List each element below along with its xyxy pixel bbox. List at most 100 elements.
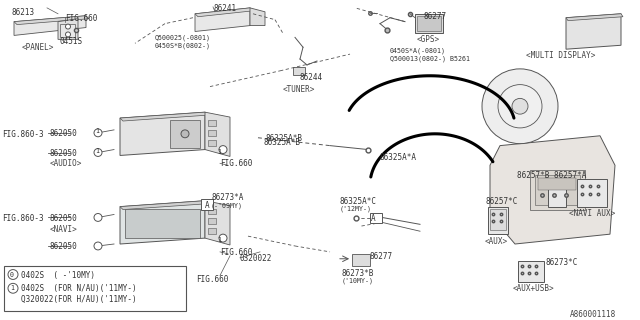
Polygon shape [566, 14, 621, 49]
Bar [208, 209, 216, 214]
Text: 86257*C: 86257*C [485, 197, 517, 206]
Text: <AUX+USB>: <AUX+USB> [513, 284, 555, 293]
Circle shape [482, 69, 558, 144]
Bar [538, 178, 576, 190]
Text: 0451S: 0451S [60, 37, 83, 46]
Text: FIG.860-3: FIG.860-3 [2, 214, 44, 223]
Text: <NAVI>: <NAVI> [50, 225, 77, 234]
Bar [4, 266, 186, 311]
Text: ('10MY-): ('10MY-) [342, 277, 374, 284]
Text: Q500025(-0801): Q500025(-0801) [155, 35, 211, 41]
Text: <GPS>: <GPS> [417, 36, 440, 44]
Text: 86213: 86213 [12, 8, 35, 17]
Text: 86277: 86277 [423, 12, 446, 21]
Circle shape [94, 242, 102, 250]
Text: A860001118: A860001118 [570, 310, 616, 319]
Polygon shape [250, 8, 265, 26]
Bar [208, 228, 216, 234]
Circle shape [498, 84, 542, 128]
Text: 1: 1 [95, 128, 99, 134]
Text: FIG.660: FIG.660 [220, 248, 252, 257]
Text: 0402S  ( -'10MY): 0402S ( -'10MY) [21, 271, 95, 280]
Circle shape [94, 213, 102, 221]
Text: 0: 0 [10, 272, 14, 277]
Text: 86273*C: 86273*C [546, 258, 579, 267]
Text: 1: 1 [217, 148, 221, 155]
Text: <TUNER>: <TUNER> [283, 84, 316, 94]
Text: Q320022(FOR H/AU)('11MY-): Q320022(FOR H/AU)('11MY-) [21, 295, 136, 304]
Text: <NAVI AUX>: <NAVI AUX> [569, 209, 615, 218]
Bar [518, 261, 544, 282]
Circle shape [181, 130, 189, 138]
Text: 86273*A: 86273*A [211, 193, 243, 202]
Text: 86244: 86244 [300, 73, 323, 82]
Bar [370, 212, 382, 223]
Polygon shape [120, 201, 208, 210]
Bar [208, 219, 216, 224]
Text: <PANEL>: <PANEL> [22, 43, 54, 52]
Text: FIG.660: FIG.660 [196, 276, 228, 284]
Text: (-'09MY): (-'09MY) [211, 203, 243, 209]
Text: 86277: 86277 [370, 252, 393, 261]
Text: ('12MY-): ('12MY-) [340, 206, 372, 212]
Bar [60, 106, 275, 173]
Circle shape [219, 146, 227, 154]
Polygon shape [58, 19, 78, 39]
Circle shape [94, 148, 102, 156]
Text: 86241: 86241 [213, 4, 236, 13]
Polygon shape [205, 112, 230, 156]
Text: 0320022: 0320022 [240, 254, 273, 263]
Text: <MULTI DISPLAY>: <MULTI DISPLAY> [526, 51, 595, 60]
Circle shape [94, 129, 102, 137]
Bar [530, 170, 585, 210]
Polygon shape [566, 14, 623, 21]
Bar [490, 209, 506, 230]
Bar [417, 16, 441, 31]
Polygon shape [205, 201, 230, 245]
Text: 862050: 862050 [50, 242, 77, 251]
Text: <AUDIO>: <AUDIO> [50, 159, 83, 168]
Bar [352, 254, 370, 266]
Text: 86273*B: 86273*B [342, 268, 374, 278]
Text: 1: 1 [10, 285, 14, 291]
Polygon shape [195, 8, 250, 31]
Text: 86325A*A: 86325A*A [380, 154, 417, 163]
Bar [60, 193, 275, 264]
Text: 0402S  (FOR N/AU)('11MY-): 0402S (FOR N/AU)('11MY-) [21, 284, 136, 293]
Circle shape [8, 269, 18, 279]
Bar [208, 120, 216, 126]
Text: 862050: 862050 [50, 213, 77, 222]
Bar [208, 130, 216, 136]
Text: 0450S*A(-0801): 0450S*A(-0801) [390, 47, 446, 54]
Polygon shape [120, 112, 208, 121]
Text: FIG.860-3: FIG.860-3 [2, 130, 44, 139]
Text: FIG.660: FIG.660 [220, 159, 252, 168]
Text: 1: 1 [217, 237, 221, 243]
Polygon shape [14, 16, 89, 25]
Circle shape [219, 234, 227, 242]
Bar [170, 120, 200, 148]
Bar [208, 140, 216, 146]
Bar [415, 14, 443, 34]
Bar [577, 179, 607, 207]
Bar [60, 24, 75, 37]
Polygon shape [120, 112, 205, 156]
Circle shape [8, 284, 18, 293]
Circle shape [65, 24, 70, 29]
Bar [201, 199, 213, 210]
Polygon shape [195, 8, 253, 17]
Text: A: A [371, 213, 376, 222]
Bar [293, 67, 305, 75]
Text: FIG.660: FIG.660 [65, 14, 97, 23]
Text: 0450S*B(0802-): 0450S*B(0802-) [155, 42, 211, 49]
Text: 1: 1 [95, 148, 99, 154]
Text: 862050: 862050 [50, 129, 77, 138]
Bar [125, 209, 200, 238]
Text: Q500013(0802-) B5261: Q500013(0802-) B5261 [390, 55, 470, 61]
Bar [488, 207, 508, 234]
Text: 86325A*B: 86325A*B [263, 138, 300, 147]
Circle shape [65, 32, 70, 37]
Text: 86325A*C: 86325A*C [340, 197, 377, 206]
Circle shape [512, 98, 528, 114]
Text: 86325A*B: 86325A*B [265, 134, 302, 143]
